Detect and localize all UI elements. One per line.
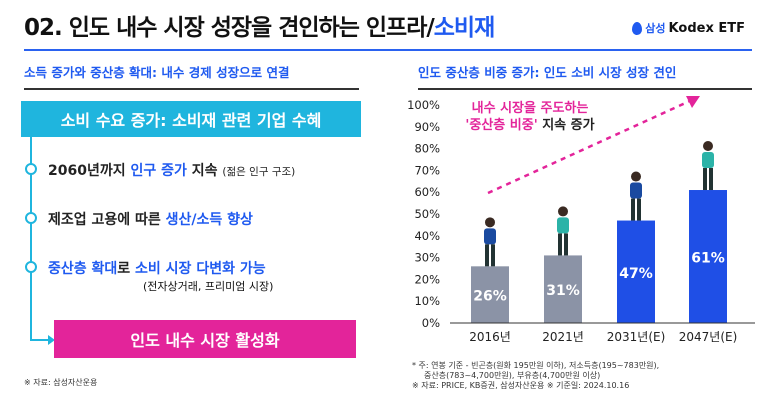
- timeline-connector: [30, 339, 52, 341]
- x-tick-label: 2031년(E): [607, 330, 666, 344]
- left-source: ※ 자료: 삼성자산운용: [24, 378, 98, 387]
- trend-arrowhead-icon: [686, 96, 700, 108]
- y-tick-label: 20%: [414, 272, 440, 286]
- y-tick-label: 40%: [414, 229, 440, 243]
- bar-value-label: 47%: [619, 266, 653, 282]
- y-tick-label: 100%: [407, 98, 440, 112]
- brand-samsung: 삼성: [645, 22, 666, 35]
- bar-value-label: 26%: [473, 289, 507, 305]
- bar-value-label: 61%: [691, 251, 725, 267]
- x-tick-label: 2021년: [542, 330, 584, 344]
- x-tick-label: 2016년: [469, 330, 511, 344]
- note-line-3: ※ 자료: PRICE, KB증권, 삼성자산운용 ※ 기준일: 2024.10…: [412, 381, 630, 390]
- y-tick-label: 80%: [414, 142, 440, 156]
- right-subtitle: 인도 중산층 비중 증가: 인도 소비 시장 성장 견인: [418, 65, 677, 80]
- bullet-subnote: (전자상거래, 프리미엄 시장): [143, 280, 274, 293]
- result-box: 인도 내수 시장 활성화: [54, 320, 356, 358]
- consumer-demand-box: 소비 수요 증가: 소비재 관련 기업 수혜: [21, 101, 361, 137]
- chart-annotation: 내수 시장을 주도하는 '중산층 비중' 지속 증가: [465, 101, 595, 133]
- y-tick-label: 70%: [414, 163, 440, 177]
- bar-value-label: 31%: [546, 283, 580, 299]
- right-divider: [418, 88, 752, 90]
- bar: [471, 266, 509, 323]
- header-divider: [24, 49, 752, 51]
- bullet-dot: [25, 261, 37, 273]
- person-figure-icon: [484, 217, 496, 267]
- note-line-2: 중산층(783~4,700만원), 부유층(4,700만원 이상): [424, 371, 601, 380]
- note-line-1: * 주: 연봉 기준 - 빈곤층(원화 195만원 이하), 저소득층(195~…: [412, 361, 660, 370]
- bullet-income: 제조업 고용에 따른 생산/소득 향상: [48, 212, 253, 228]
- y-tick-label: 0%: [422, 316, 440, 330]
- timeline-line: [30, 137, 32, 341]
- bullet-middle-class: 중산층 확대로 소비 시장 다변화 가능: [48, 261, 266, 277]
- page-title: 02. 인도 내수 시장 성장을 견인하는 인프라/소비재: [24, 8, 495, 42]
- x-tick-label: 2047년(E): [679, 330, 738, 344]
- y-tick-label: 30%: [414, 251, 440, 265]
- arrow-right-icon: [48, 335, 55, 345]
- bullet-dot: [25, 163, 37, 175]
- person-figure-icon: [630, 171, 642, 221]
- brand-logo: 삼성 Kodex ETF: [632, 20, 745, 36]
- y-tick-label: 10%: [414, 294, 440, 308]
- bullet-dot: [25, 212, 37, 224]
- bullet-population: 2060년까지 인구 증가 지속 (젊은 인구 구조): [48, 163, 296, 179]
- trend-arrow-line: [487, 98, 693, 195]
- title-highlight: 소비재: [433, 15, 495, 41]
- title-text: 02. 인도 내수 시장 성장을 견인하는 인프라/: [24, 15, 435, 41]
- y-tick-label: 60%: [414, 185, 440, 199]
- bar: [689, 190, 727, 323]
- brand-kodex: Kodex ETF: [668, 20, 745, 36]
- y-tick-label: 90%: [414, 120, 440, 134]
- left-divider: [24, 88, 359, 90]
- y-tick-label: 50%: [414, 207, 440, 221]
- person-figure-icon: [702, 141, 714, 191]
- person-figure-icon: [557, 206, 569, 256]
- left-subtitle: 소득 증가와 중산층 확대: 내수 경제 성장으로 연결: [24, 65, 290, 80]
- location-pin-icon: [632, 21, 643, 35]
- bar: [617, 220, 655, 323]
- bar: [544, 255, 582, 323]
